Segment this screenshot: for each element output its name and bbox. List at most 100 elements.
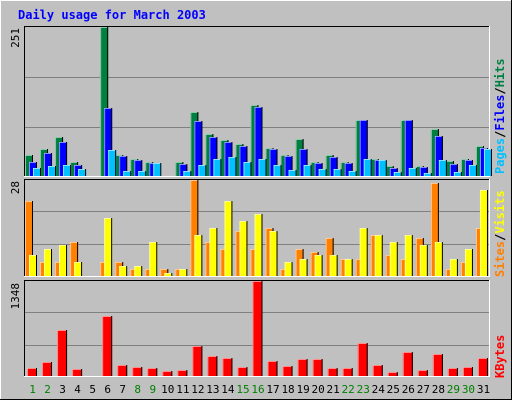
bar-files-day-27 <box>419 167 428 176</box>
bar-visits-day-4 <box>70 242 79 276</box>
bar-files-day-12 <box>194 121 203 176</box>
bar-pages-day-9 <box>153 163 162 176</box>
bar-kbytes-day-21 <box>327 368 338 376</box>
bar-kbytes-day-10 <box>162 371 173 376</box>
bar-pages-day-16 <box>258 159 267 176</box>
bar-pages-day-15 <box>243 162 252 176</box>
bar-sites-day-29 <box>449 259 458 276</box>
legend-pages: Pages <box>493 138 507 174</box>
bar-kbytes-day-29 <box>447 368 458 376</box>
day-label-9: 9 <box>149 383 156 396</box>
legend-sep-2: / <box>493 87 507 94</box>
bar-sites-day-28 <box>434 242 443 276</box>
bar-pages-day-23 <box>363 159 372 176</box>
bar-kbytes-day-17 <box>267 361 278 376</box>
bar-kbytes-day-28 <box>432 354 443 376</box>
day-label-27: 27 <box>417 383 430 396</box>
bar-kbytes-day-18 <box>282 366 293 376</box>
bar-sites-day-17 <box>269 231 278 276</box>
bar-kbytes-day-14 <box>222 358 233 376</box>
bar-pages-day-8 <box>138 171 147 176</box>
legend-sites: Sites <box>493 241 507 277</box>
bar-pages-day-22 <box>348 171 357 176</box>
day-label-30: 30 <box>462 383 475 396</box>
bar-pages-day-2 <box>48 166 57 176</box>
bar-pages-day-18 <box>288 170 297 176</box>
bar-pages-day-14 <box>228 157 237 176</box>
bar-pages-day-3 <box>63 165 72 176</box>
bar-pages-day-13 <box>213 159 222 176</box>
bar-kbytes-day-7 <box>117 365 128 376</box>
bar-kbytes-day-4 <box>72 369 83 376</box>
bar-kbytes-day-25 <box>387 372 398 376</box>
day-label-1: 1 <box>29 383 36 396</box>
kbytes-max-label: 1348 <box>9 283 22 310</box>
day-label-12: 12 <box>191 383 204 396</box>
bar-sites-day-14 <box>224 201 233 276</box>
day-label-20: 20 <box>312 383 325 396</box>
day-label-28: 28 <box>432 383 445 396</box>
bar-sites-day-4 <box>74 262 83 276</box>
hits-files-pages-panel <box>24 26 492 177</box>
bar-kbytes-day-15 <box>237 367 248 376</box>
day-label-16: 16 <box>251 383 264 396</box>
bar-pages-day-20 <box>318 169 327 176</box>
bar-kbytes-day-23 <box>357 343 368 376</box>
day-label-18: 18 <box>281 383 294 396</box>
bar-files-day-23 <box>359 120 368 176</box>
bar-kbytes-day-24 <box>372 365 383 376</box>
bar-sites-day-26 <box>404 235 413 276</box>
bar-sites-day-7 <box>119 266 128 276</box>
legend-files: Files <box>493 95 507 131</box>
bar-kbytes-day-12 <box>192 346 203 376</box>
bar-pages-day-26 <box>408 168 417 176</box>
bar-visits-day-28 <box>430 183 439 276</box>
day-label-10: 10 <box>161 383 174 396</box>
bar-sites-day-21 <box>329 255 338 276</box>
bar-files-day-28 <box>434 136 443 176</box>
bar-sites-day-20 <box>314 255 323 276</box>
bar-sites-day-8 <box>134 266 143 276</box>
bar-files-day-2 <box>44 153 53 176</box>
day-label-4: 4 <box>74 383 81 396</box>
bar-files-day-19 <box>299 149 308 176</box>
day-label-26: 26 <box>402 383 415 396</box>
bar-sites-day-23 <box>359 228 368 276</box>
bar-kbytes-day-30 <box>462 367 473 376</box>
bar-kbytes-day-22 <box>342 368 353 376</box>
legend-kbytes: KBytes <box>493 335 507 378</box>
bar-sites-day-31 <box>479 190 488 276</box>
bar-files-day-29 <box>449 164 458 176</box>
day-label-14: 14 <box>221 383 235 396</box>
day-label-8: 8 <box>134 383 141 396</box>
bar-files-day-21 <box>329 157 338 176</box>
bar-kbytes-day-9 <box>147 368 158 376</box>
bar-files-day-26 <box>404 120 413 176</box>
bar-kbytes-day-16 <box>252 281 263 376</box>
day-label-24: 24 <box>372 383 386 396</box>
bar-files-day-15 <box>239 146 248 176</box>
bar-sites-day-18 <box>284 262 293 276</box>
day-label-23: 23 <box>357 383 370 396</box>
day-label-25: 25 <box>387 383 400 396</box>
bar-kbytes-day-2 <box>42 362 53 376</box>
bar-hits-day-6 <box>100 27 109 176</box>
bar-kbytes-day-6 <box>102 316 113 376</box>
bar-files-day-3 <box>59 142 68 176</box>
day-label-3: 3 <box>59 383 66 396</box>
bar-sites-day-22 <box>344 259 353 276</box>
bar-sites-day-10 <box>164 273 173 276</box>
bar-sites-day-2 <box>44 249 53 276</box>
bar-sites-day-25 <box>389 242 398 276</box>
bar-visits-day-1 <box>25 201 33 276</box>
bar-pages-day-29 <box>453 172 462 176</box>
day-label-5: 5 <box>89 383 96 396</box>
bar-pages-day-25 <box>393 172 402 176</box>
bar-pages-day-24 <box>378 160 387 176</box>
day-label-19: 19 <box>296 383 309 396</box>
bar-sites-day-13 <box>209 228 218 276</box>
bar-pages-day-19 <box>303 165 312 176</box>
bar-pages-day-12 <box>198 165 207 176</box>
day-label-6: 6 <box>104 383 111 396</box>
